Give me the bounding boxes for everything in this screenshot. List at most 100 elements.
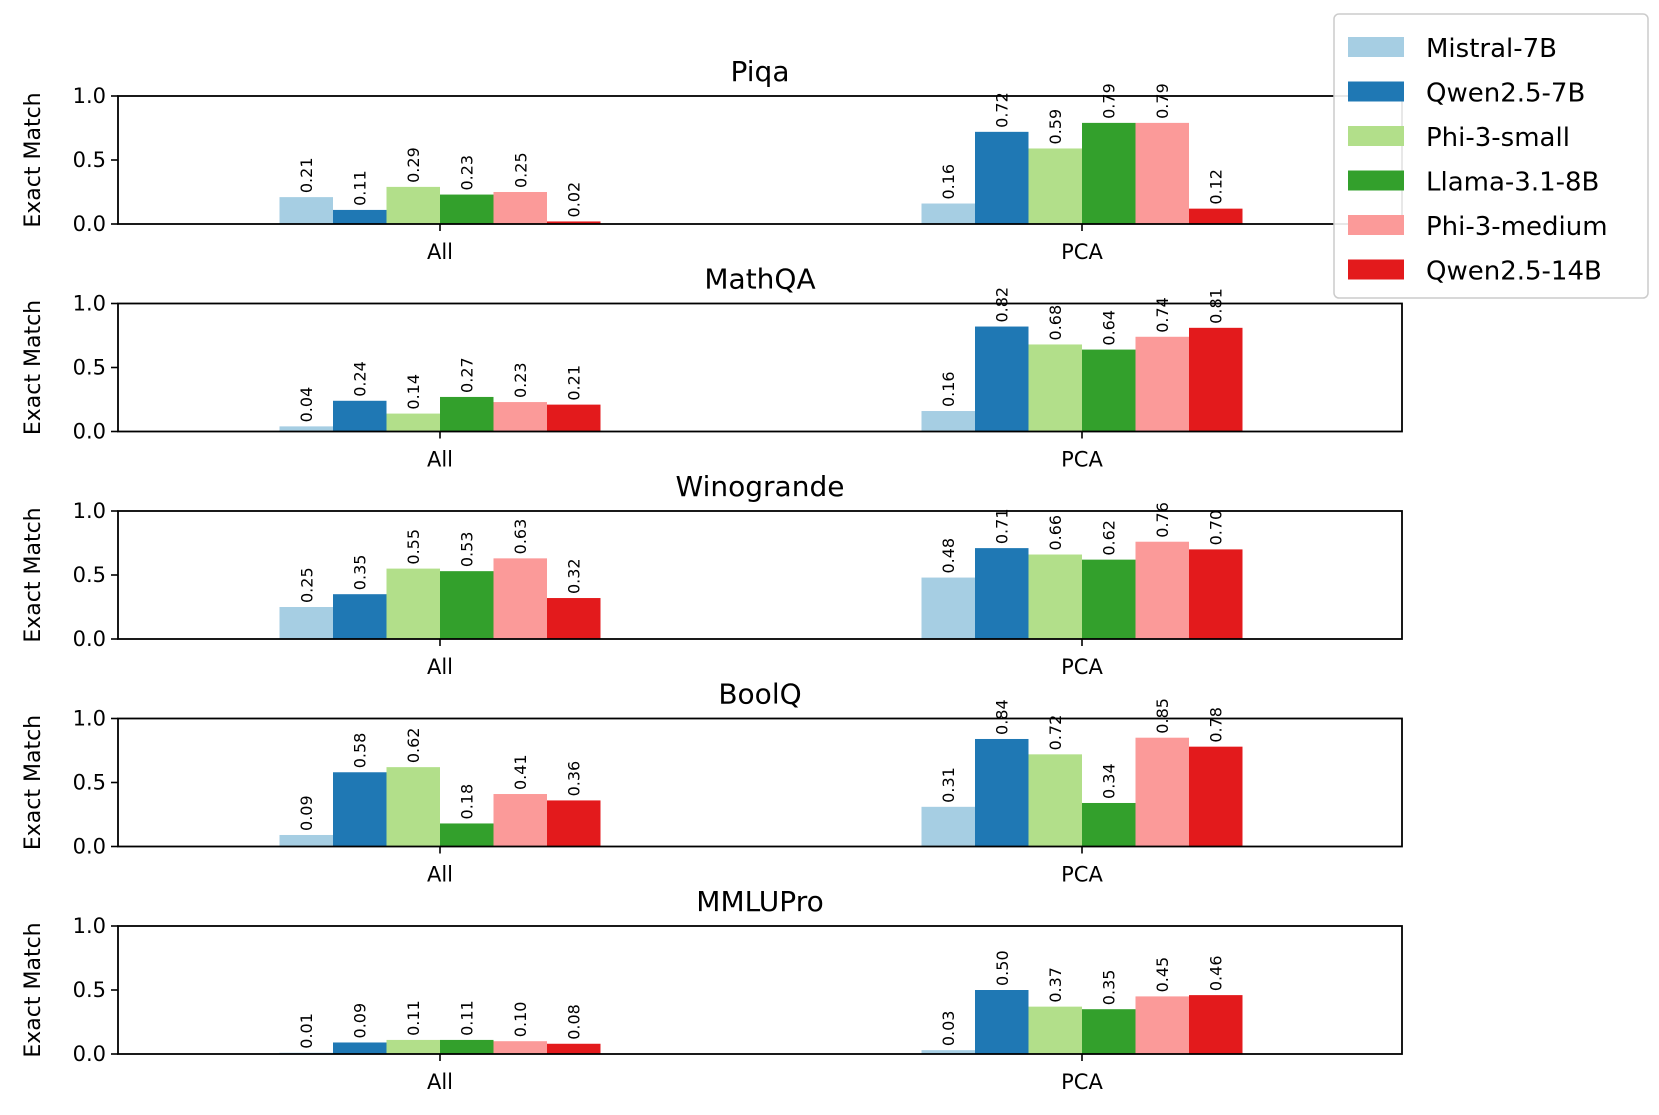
x-tick-label-all: All <box>427 863 453 887</box>
bar-qwen2-5-14b-all <box>547 404 601 432</box>
legend-swatch <box>1348 259 1404 280</box>
x-tick-label-pca: PCA <box>1061 448 1103 472</box>
y-tick-label: 0.5 <box>73 771 106 795</box>
data-label: 0.68 <box>1046 305 1065 341</box>
y-axis-label: Exact Match <box>21 92 46 227</box>
bar-qwen2-5-7b-pca <box>975 990 1029 1054</box>
data-label: 0.81 <box>1207 288 1226 324</box>
bar-phi-3-small-pca <box>1028 148 1082 224</box>
data-label: 0.04 <box>297 387 316 423</box>
y-tick-label: 1.0 <box>73 292 106 316</box>
data-label: 0.14 <box>404 374 423 410</box>
data-label: 0.41 <box>511 754 530 790</box>
legend-swatch <box>1348 215 1404 235</box>
data-label: 0.09 <box>351 1003 370 1039</box>
data-label: 0.23 <box>511 362 530 398</box>
data-label: 0.31 <box>939 767 958 803</box>
bar-phi-3-medium-pca <box>1135 122 1189 224</box>
y-tick-label: 0.0 <box>73 212 106 236</box>
bar-qwen2-5-14b-pca <box>1189 549 1243 639</box>
bar-qwen2-5-14b-pca <box>1189 327 1243 432</box>
y-tick-label: 0.0 <box>73 835 106 859</box>
data-label: 0.74 <box>1153 297 1172 333</box>
panel-title: Winogrande <box>676 470 845 503</box>
y-axis-label: Exact Match <box>21 922 46 1057</box>
legend-swatch <box>1348 81 1404 102</box>
bar-phi-3-small-all <box>386 568 440 639</box>
legend-entry-qwen2-5-14b: Qwen2.5-14B <box>1348 257 1602 287</box>
data-label: 0.53 <box>458 532 477 568</box>
axes-frame <box>117 510 1403 640</box>
data-label: 0.48 <box>939 538 958 574</box>
legend-swatch <box>1348 170 1404 191</box>
data-label: 0.72 <box>1046 715 1065 751</box>
bar-llama-3-1-8b-pca <box>1082 802 1136 847</box>
bar-mistral-7b-pca <box>921 203 975 224</box>
data-label: 0.36 <box>565 761 584 797</box>
data-label: 0.66 <box>1046 515 1065 551</box>
y-tick-label: 1.0 <box>73 914 106 938</box>
bar-phi-3-medium-pca <box>1135 541 1189 639</box>
bar-mistral-7b-all <box>279 607 333 639</box>
x-tick-label-pca: PCA <box>1061 1070 1103 1094</box>
bar-mistral-7b-all <box>279 197 333 224</box>
panel-boolq: BoolQ Exact Match 0.0 0.5 1.0 0.09 0.31 0.58 0.8… <box>21 678 1403 887</box>
y-tick-label: 0.0 <box>73 627 106 651</box>
legend-entry-phi-3-small: Phi-3-small <box>1348 123 1570 153</box>
data-label: 0.58 <box>351 733 370 769</box>
y-axis-label: Exact Match <box>21 507 46 642</box>
bar-qwen2-5-7b-all <box>333 400 387 432</box>
data-label: 0.46 <box>1207 955 1226 991</box>
bar-phi-3-medium-all <box>493 794 547 847</box>
data-label: 0.70 <box>1207 510 1226 546</box>
data-label: 0.11 <box>404 1000 423 1036</box>
bar-qwen2-5-7b-all <box>333 209 387 224</box>
bar-phi-3-small-all <box>386 1039 440 1054</box>
data-label: 0.37 <box>1046 967 1065 1003</box>
legend-swatch <box>1348 126 1404 146</box>
legend-label: Llama-3.1-8B <box>1426 168 1599 198</box>
x-tick-label-all: All <box>427 448 453 472</box>
data-label: 0.59 <box>1046 109 1065 145</box>
bar-qwen2-5-7b-pca <box>975 548 1029 639</box>
data-label: 0.08 <box>565 1004 584 1040</box>
data-label: 0.16 <box>939 164 958 200</box>
data-label: 0.79 <box>1100 83 1119 119</box>
bar-phi-3-medium-all <box>493 558 547 639</box>
legend-entry-phi-3-medium: Phi-3-medium <box>1348 212 1608 242</box>
bar-llama-3-1-8b-pca <box>1082 1009 1136 1054</box>
data-label: 0.62 <box>1100 520 1119 556</box>
bar-qwen2-5-14b-all <box>547 1043 601 1054</box>
y-tick-label: 1.0 <box>73 707 106 731</box>
bar-llama-3-1-8b-all <box>440 194 494 224</box>
bar-qwen2-5-7b-pca <box>975 131 1029 224</box>
data-label: 0.12 <box>1207 169 1226 205</box>
bar-phi-3-medium-all <box>493 192 547 224</box>
panel-mmlupro: MMLUPro Exact Match 0.0 0.5 1.0 0.01 0.03 0.09 0… <box>21 885 1403 1094</box>
data-label: 0.78 <box>1207 707 1226 743</box>
bar-qwen2-5-7b-all <box>333 1042 387 1054</box>
bar-phi-3-medium-all <box>493 1041 547 1054</box>
data-label: 0.45 <box>1153 957 1172 993</box>
y-tick-label: 0.0 <box>73 420 106 444</box>
data-label: 0.11 <box>458 1000 477 1036</box>
data-label: 0.35 <box>1100 970 1119 1006</box>
bar-llama-3-1-8b-pca <box>1082 559 1136 639</box>
panel-title: Piqa <box>731 55 790 88</box>
bar-phi-3-small-all <box>386 767 440 847</box>
data-label: 0.82 <box>993 287 1012 323</box>
x-tick-label-all: All <box>427 655 453 679</box>
data-label: 0.85 <box>1153 698 1172 734</box>
data-label: 0.64 <box>1100 310 1119 346</box>
data-label: 0.50 <box>993 950 1012 986</box>
data-label: 0.25 <box>511 152 530 188</box>
axes-frame <box>117 717 1403 848</box>
panel-title: MathQA <box>704 263 815 296</box>
legend-label: Mistral-7B <box>1426 34 1557 64</box>
bar-qwen2-5-14b-all <box>547 598 601 639</box>
bar-mistral-7b-all <box>279 426 333 432</box>
bar-phi-3-small-pca <box>1028 344 1082 432</box>
axes-frame <box>117 925 1403 1055</box>
data-label: 0.62 <box>404 728 423 764</box>
y-tick-label: 0.0 <box>73 1042 106 1066</box>
